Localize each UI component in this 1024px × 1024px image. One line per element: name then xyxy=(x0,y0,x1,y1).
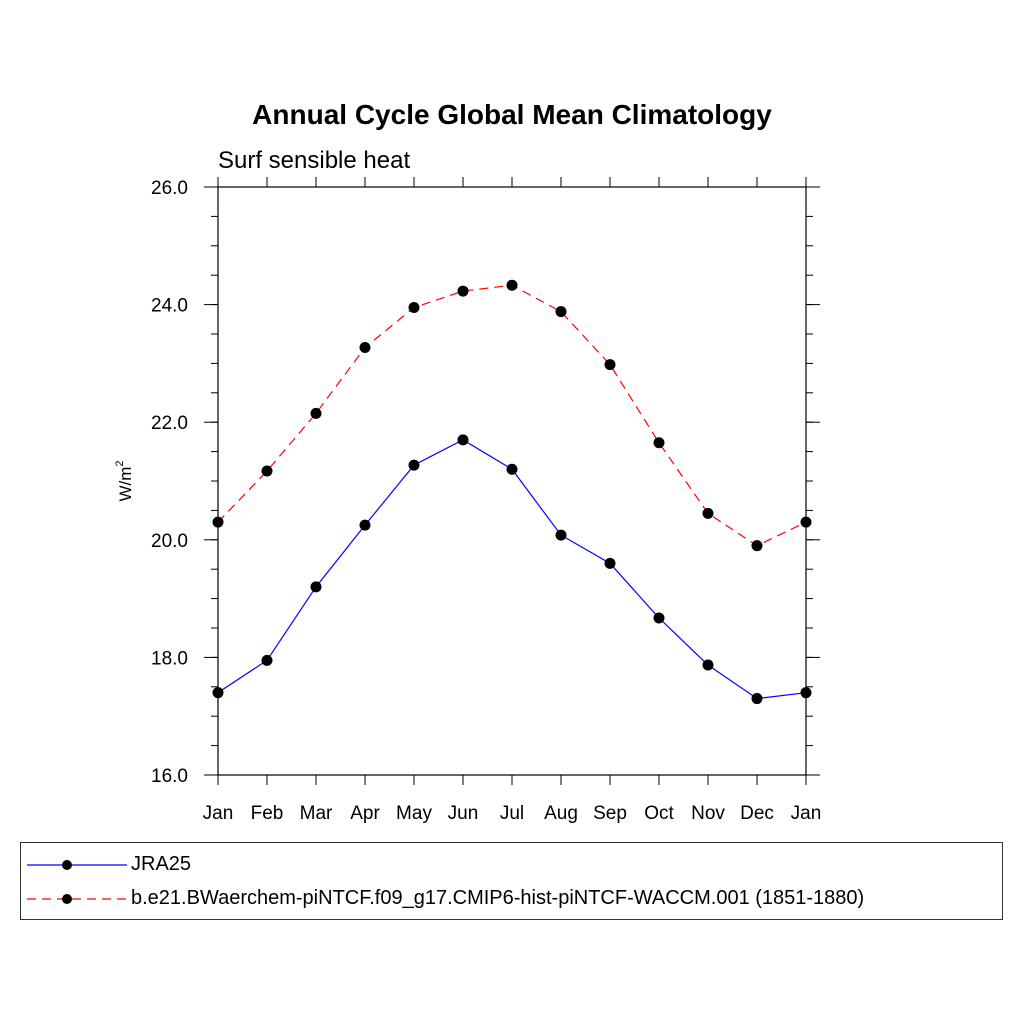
y-tick-label: 22.0 xyxy=(151,413,188,434)
series-0-point xyxy=(359,519,371,531)
y-tick-label: 26.0 xyxy=(151,178,188,199)
series-1-point xyxy=(555,306,567,318)
series-0-point xyxy=(555,529,567,541)
x-tick-label: Nov xyxy=(691,803,725,824)
series-0-point xyxy=(800,687,812,699)
y-tick-label: 24.0 xyxy=(151,296,188,317)
series-0-point xyxy=(310,581,322,593)
series-1-point xyxy=(310,407,322,419)
y-tick-label: 20.0 xyxy=(151,531,188,552)
x-tick-label: Jan xyxy=(203,803,234,824)
series-1-point xyxy=(702,507,714,519)
x-tick-label: Sep xyxy=(593,803,627,824)
series-line-0 xyxy=(217,439,807,700)
series-0-point xyxy=(506,463,518,475)
series-1-point xyxy=(604,359,616,371)
series-1-point xyxy=(751,540,763,552)
x-tick-label: Mar xyxy=(300,803,333,824)
series-0-point xyxy=(457,434,469,446)
series-0-point xyxy=(702,659,714,671)
series-0-point xyxy=(604,557,616,569)
series-0-point xyxy=(653,612,665,624)
x-tick-label: Feb xyxy=(251,803,284,824)
legend-swatch-blue-solid xyxy=(27,860,127,870)
series-1-point xyxy=(800,516,812,528)
series-1-point xyxy=(359,342,371,354)
plot-frame xyxy=(217,186,807,776)
legend-label: b.e21.BWaerchem-piNTCF.f09_g17.CMIP6-his… xyxy=(131,887,865,909)
legend-item-cmip6: b.e21.BWaerchem-piNTCF.f09_g17.CMIP6-his… xyxy=(21,885,1002,915)
x-tick-label: Aug xyxy=(544,803,578,824)
series-1-point xyxy=(212,516,224,528)
legend: JRA25 b.e21.BWaerchem-piNTCF.f09_g17.CMI… xyxy=(20,842,1003,920)
y-tick-label: 18.0 xyxy=(151,648,188,669)
x-tick-label: Jun xyxy=(448,803,479,824)
series-0-point xyxy=(212,687,224,699)
x-tick-label: Jul xyxy=(500,803,524,824)
legend-label: JRA25 xyxy=(131,853,192,875)
series-1-point xyxy=(261,465,273,477)
x-tick-label: Oct xyxy=(644,803,674,824)
legend-swatch-red-dashed xyxy=(27,894,127,904)
chart: Annual Cycle Global Mean Climatology Sur… xyxy=(114,99,822,824)
legend-item-jra25: JRA25 xyxy=(21,851,1002,881)
y-tick-label: 16.0 xyxy=(151,766,188,787)
x-tick-label: Dec xyxy=(740,803,774,824)
series-line-1 xyxy=(217,284,807,547)
series-0-point xyxy=(261,654,273,666)
series-0-point xyxy=(408,459,420,471)
series-1-point xyxy=(408,302,420,314)
series-1-point xyxy=(457,285,469,297)
x-tick-label: Jan xyxy=(791,803,822,824)
x-tick-label: May xyxy=(396,803,432,824)
y-axis-label: W/m2 xyxy=(114,460,135,501)
series-1-point xyxy=(653,437,665,449)
chart-title: Annual Cycle Global Mean Climatology xyxy=(252,99,772,130)
x-tick-label: Apr xyxy=(350,803,380,824)
series-0-point xyxy=(751,693,763,705)
series-1-point xyxy=(506,279,518,291)
chart-subtitle: Surf sensible heat xyxy=(218,147,410,174)
